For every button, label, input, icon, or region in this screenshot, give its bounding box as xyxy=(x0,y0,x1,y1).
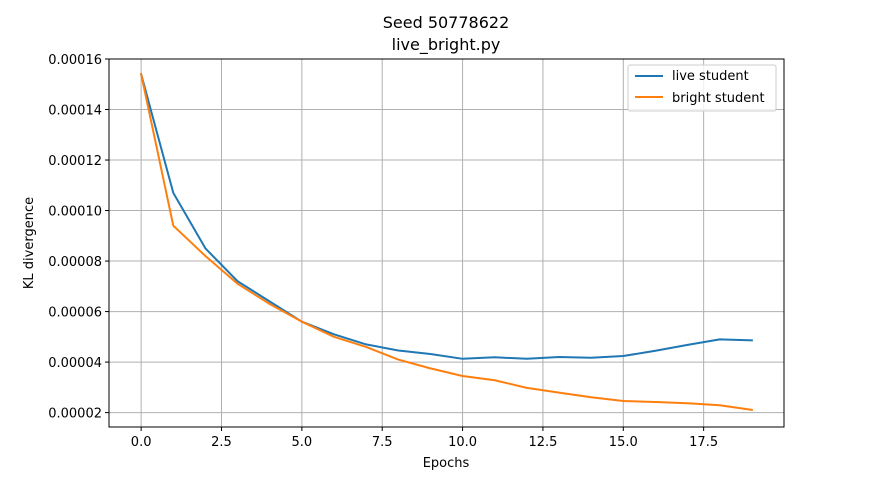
grid xyxy=(109,58,784,427)
y-tick-label: 0.00008 xyxy=(48,255,102,270)
series-line-bright-student xyxy=(139,72,753,411)
y-tick-label: 0.00016 xyxy=(48,53,102,68)
y-tick-label: 0.00010 xyxy=(48,205,102,220)
x-tick-label: 15.0 xyxy=(609,435,638,450)
x-tick-label: 7.5 xyxy=(372,435,393,450)
ticks: 0.0 2.5 5.0 7.5 10.0 12.5 15.0 17.5 0.00002 0.000… xyxy=(48,53,718,450)
plot-frame xyxy=(108,58,785,428)
x-tick-label: 17.5 xyxy=(689,435,718,450)
y-tick-label: 0.00012 xyxy=(48,154,102,169)
legend: live student bright student xyxy=(627,64,777,112)
x-tick-label: 0.0 xyxy=(131,435,152,450)
x-tick-label: 10.0 xyxy=(448,435,477,450)
y-tick-label: 0.00006 xyxy=(48,306,102,321)
series-line-live-student xyxy=(139,72,753,360)
chart-title: Seed 50778622 xyxy=(383,13,510,32)
x-tick-label: 12.5 xyxy=(528,435,557,450)
legend-label-bright-student: bright student xyxy=(672,91,765,106)
y-tick-label: 0.00002 xyxy=(48,407,102,422)
y-tick-label: 0.00004 xyxy=(48,356,102,371)
legend-label-live-student: live student xyxy=(672,69,749,84)
y-tick-label: 0.00014 xyxy=(48,104,102,119)
chart-subtitle: live_bright.py xyxy=(392,35,501,55)
series-layer xyxy=(139,72,753,411)
legend-box xyxy=(627,64,777,112)
x-axis-label: Epochs xyxy=(423,456,470,471)
x-tick-label: 2.5 xyxy=(211,435,232,450)
x-tick-label: 5.0 xyxy=(292,435,313,450)
y-axis-label: KL divergence xyxy=(22,197,37,289)
